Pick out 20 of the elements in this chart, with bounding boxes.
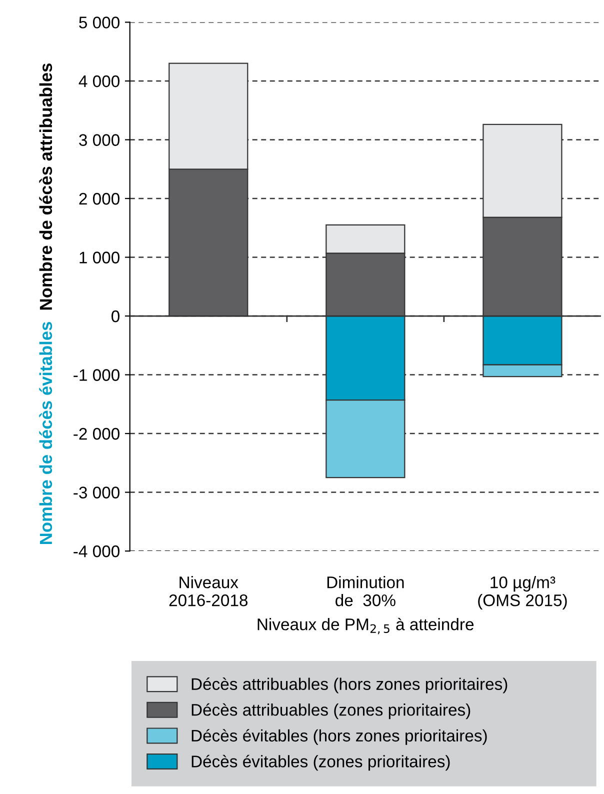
legend-label: Décès évitables (zones prioritaires) (192, 754, 450, 771)
x-tick-label: 10 µg/m³ (OMS 2015) (478, 576, 567, 610)
x-tick-label: Diminution de 30% (327, 576, 404, 606)
y-tick-label: 3 000 (79, 134, 120, 146)
y-tick-label: 0 (112, 310, 120, 322)
x-axis-title: Niveaux de PM$_{2,5}$ à atteindre (258, 618, 474, 634)
legend-label: Décès attribuables (hors zones prioritaires) (192, 678, 508, 694)
y-tick-label: 1 000 (80, 252, 120, 264)
legend-label: Décès attribuables (zones prioritaires) (192, 703, 470, 720)
y-tick-label: -3 000 (74, 486, 120, 498)
x-tick-label: Niveaux 2016-2018 (169, 576, 248, 606)
y-tick-label: 4 000 (78, 75, 120, 88)
y-tick-label: -1 000 (74, 369, 120, 381)
text: Nombre de décès évitables (39, 322, 52, 544)
y-tick-label: -4 000 (74, 545, 120, 558)
y-tick-label: 2 000 (79, 192, 120, 205)
legend-label: Décès évitables (hors zones prioritaires) (192, 729, 487, 745)
y-tick-label: 5 000 (79, 16, 120, 28)
y-axis-title: Nombre de décès attribuables (39, 63, 52, 310)
y-tick-label: -2 000 (74, 428, 120, 440)
